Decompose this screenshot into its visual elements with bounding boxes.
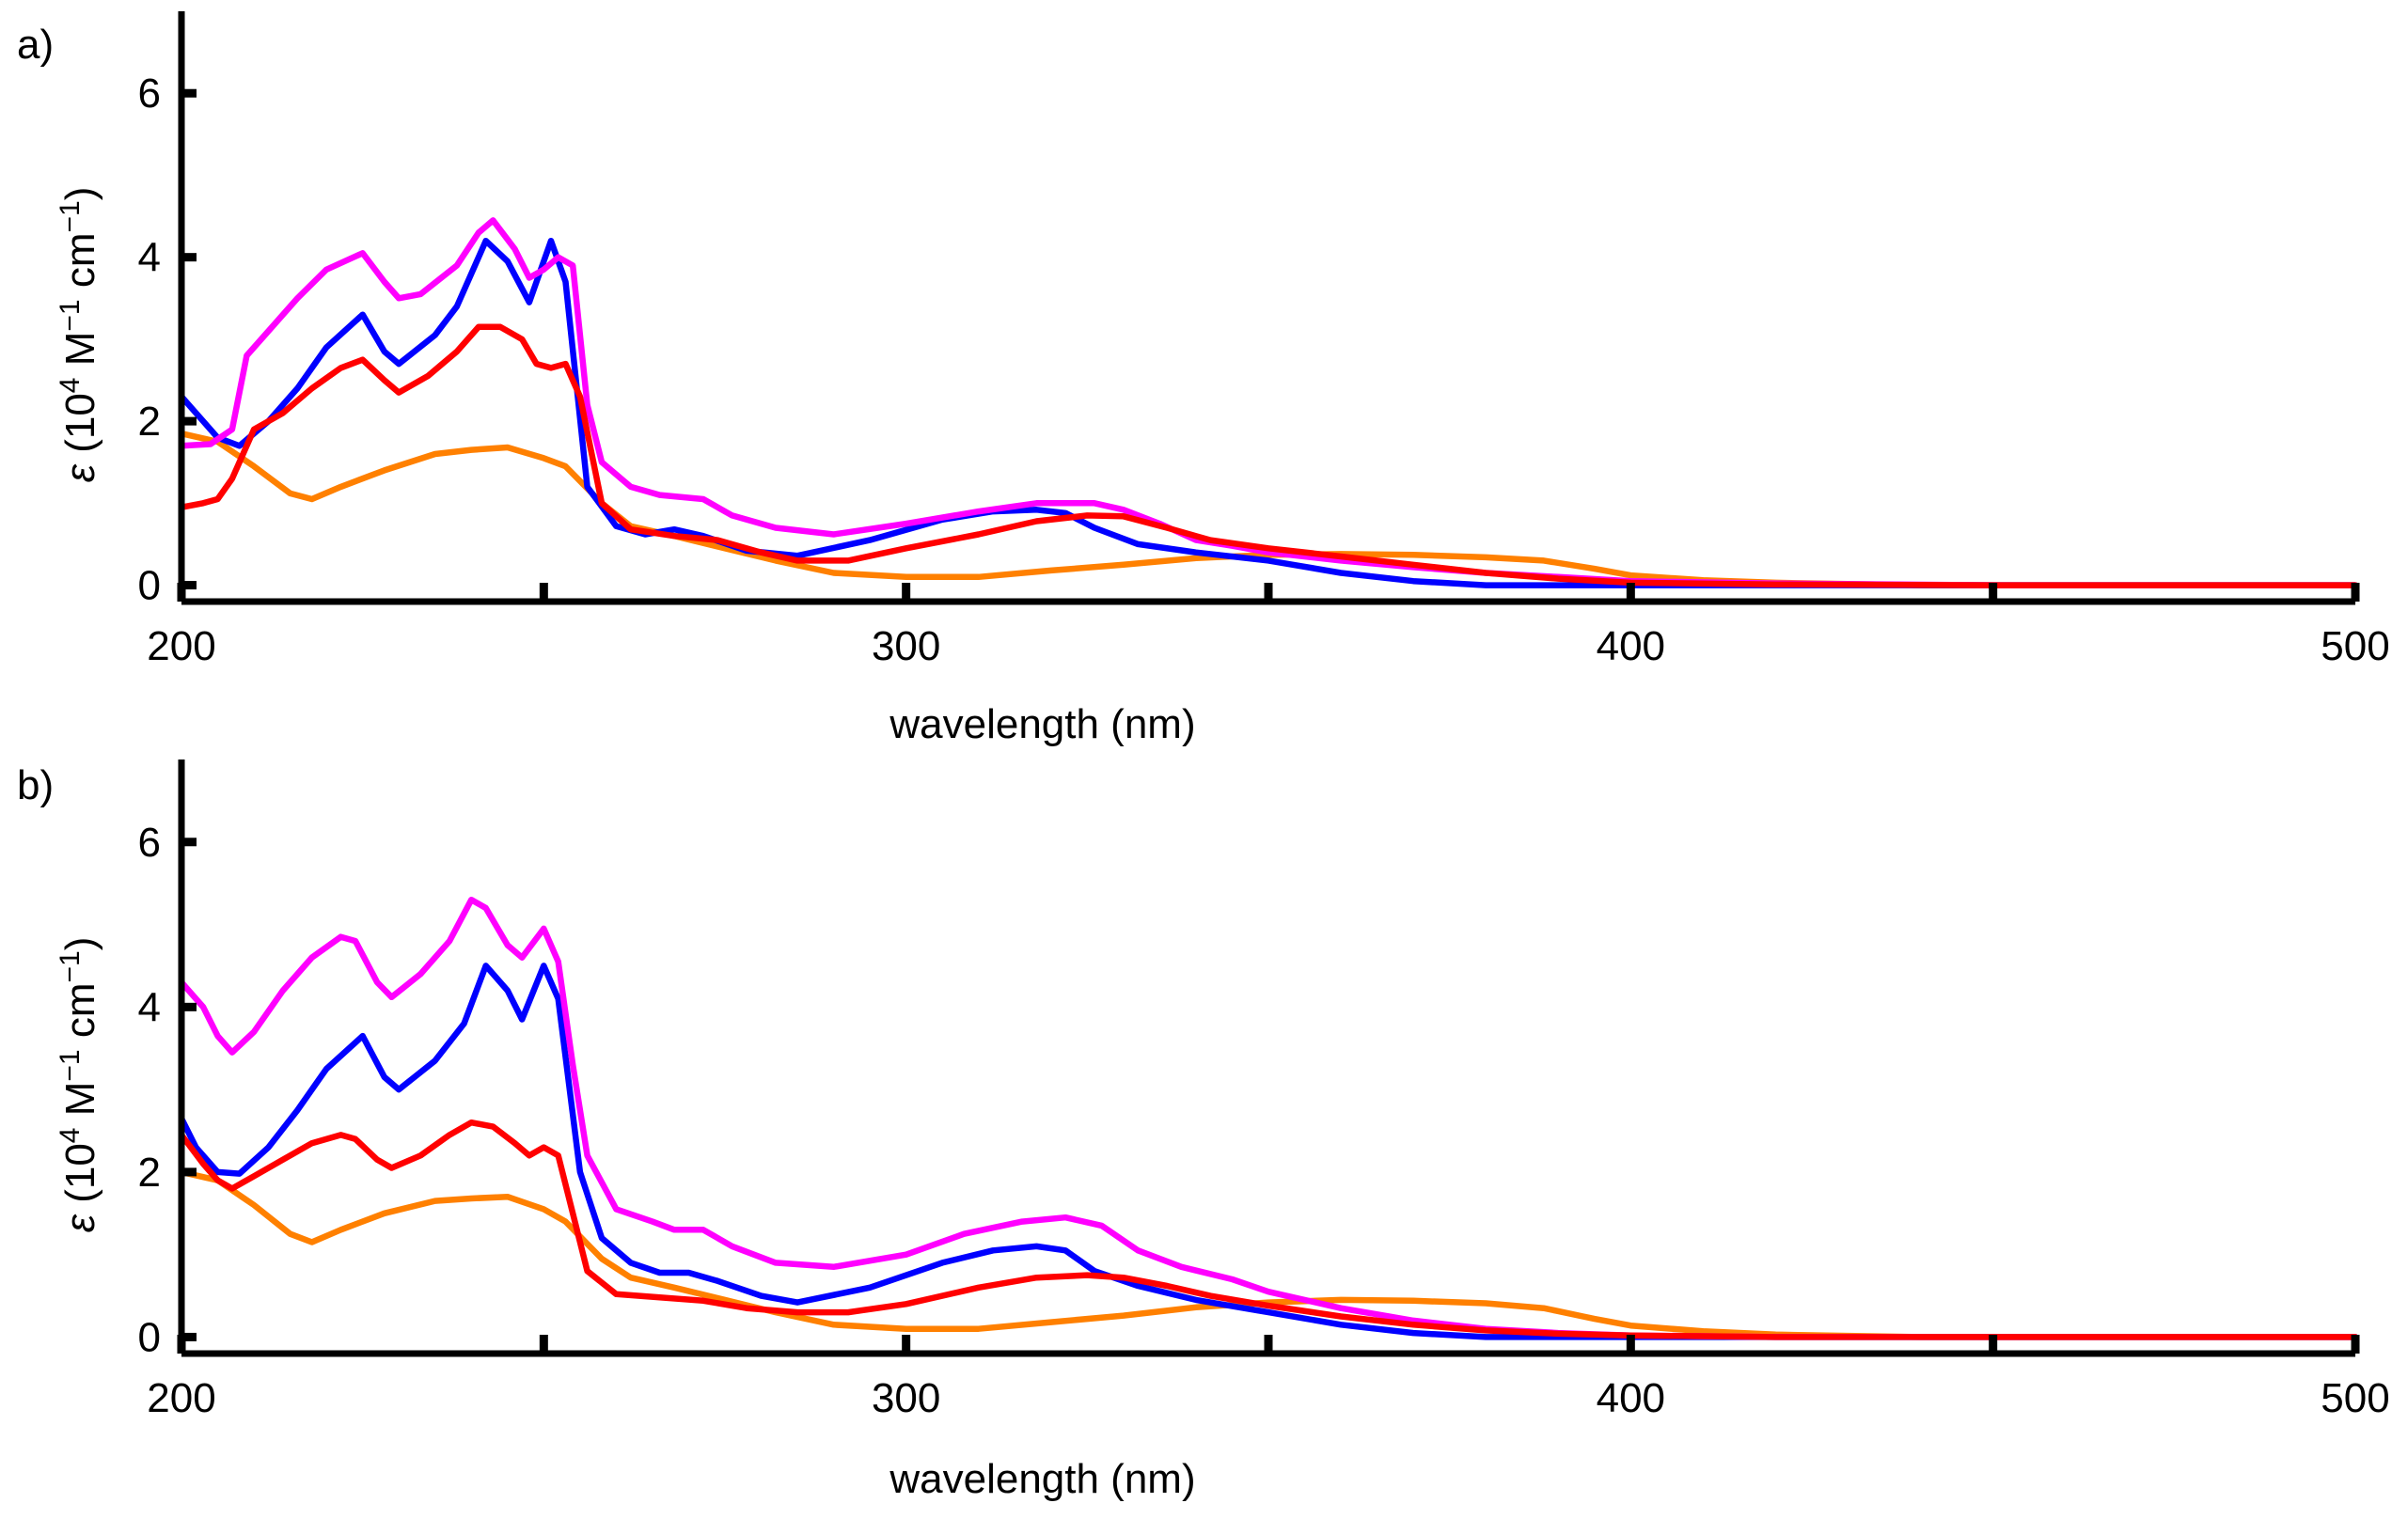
x-axis-title: wavelength (nm) <box>889 1456 1195 1502</box>
x-tick-label: 500 <box>2321 1375 2389 1421</box>
series-line-magenta <box>178 217 2359 588</box>
x-tick-label: 200 <box>147 623 215 669</box>
y-axis-title-part: ) <box>57 187 103 201</box>
y-tick-label: 2 <box>138 399 161 445</box>
series-line-blue <box>178 963 2359 1340</box>
y-tick-label: 2 <box>138 1150 161 1196</box>
y-axis-title-part: 4 <box>55 378 86 394</box>
x-tick-label: 200 <box>147 1375 215 1421</box>
series-line-red <box>178 323 2359 588</box>
y-axis-title-part: −1 <box>55 200 86 232</box>
panel-a: a) 0 2 4 6 200 300 400 500 wavelength (nm) ε (104 … <box>17 11 2390 747</box>
x-tick-label: 500 <box>2321 623 2389 669</box>
series-line-magenta <box>178 896 2359 1340</box>
y-axis-title-part: cm <box>57 233 103 300</box>
y-axis-title-part: −1 <box>55 299 86 331</box>
series-line-orange <box>178 1168 2359 1340</box>
y-axis-title-part: cm <box>57 983 103 1050</box>
y-tick-label: 4 <box>138 235 161 281</box>
y-axis-title-part: ε <box>57 1214 103 1232</box>
panel-label: b) <box>17 762 54 808</box>
y-tick-label: 6 <box>138 70 161 117</box>
series-line-orange <box>178 430 2359 588</box>
series-line-blue <box>178 237 2359 588</box>
y-axis-title-part: ) <box>57 937 103 951</box>
panel-label: a) <box>17 22 54 68</box>
x-tick-label: 300 <box>872 1375 940 1421</box>
panel-b: b) 0 2 4 6 200 300 400 500 wavelength (nm) ε (104 … <box>17 760 2390 1502</box>
y-axis-title: ε (104 M−1 cm−1) <box>55 187 103 483</box>
y-tick-label: 6 <box>138 820 161 866</box>
y-tick-label: 0 <box>138 563 161 609</box>
y-axis-title-part: −1 <box>55 1049 86 1081</box>
y-axis-title-part: −1 <box>55 950 86 982</box>
y-axis-title-part: 4 <box>55 1128 86 1144</box>
y-axis-title-part: (10 <box>57 1143 103 1214</box>
y-tick-label: 4 <box>138 984 161 1030</box>
y-axis-title-part: M <box>57 1082 103 1128</box>
x-axis-title: wavelength (nm) <box>889 701 1195 747</box>
x-tick-label: 400 <box>1597 1375 1665 1421</box>
y-axis-title-part: ε <box>57 463 103 482</box>
series-line-red <box>178 1119 2359 1340</box>
y-axis-title-part: (10 <box>57 393 103 464</box>
x-tick-label: 400 <box>1597 623 1665 669</box>
x-tick-label: 300 <box>872 623 940 669</box>
y-axis-title-part: M <box>57 332 103 378</box>
y-axis-title: ε (104 M−1 cm−1) <box>55 937 103 1233</box>
y-tick-label: 0 <box>138 1314 161 1360</box>
